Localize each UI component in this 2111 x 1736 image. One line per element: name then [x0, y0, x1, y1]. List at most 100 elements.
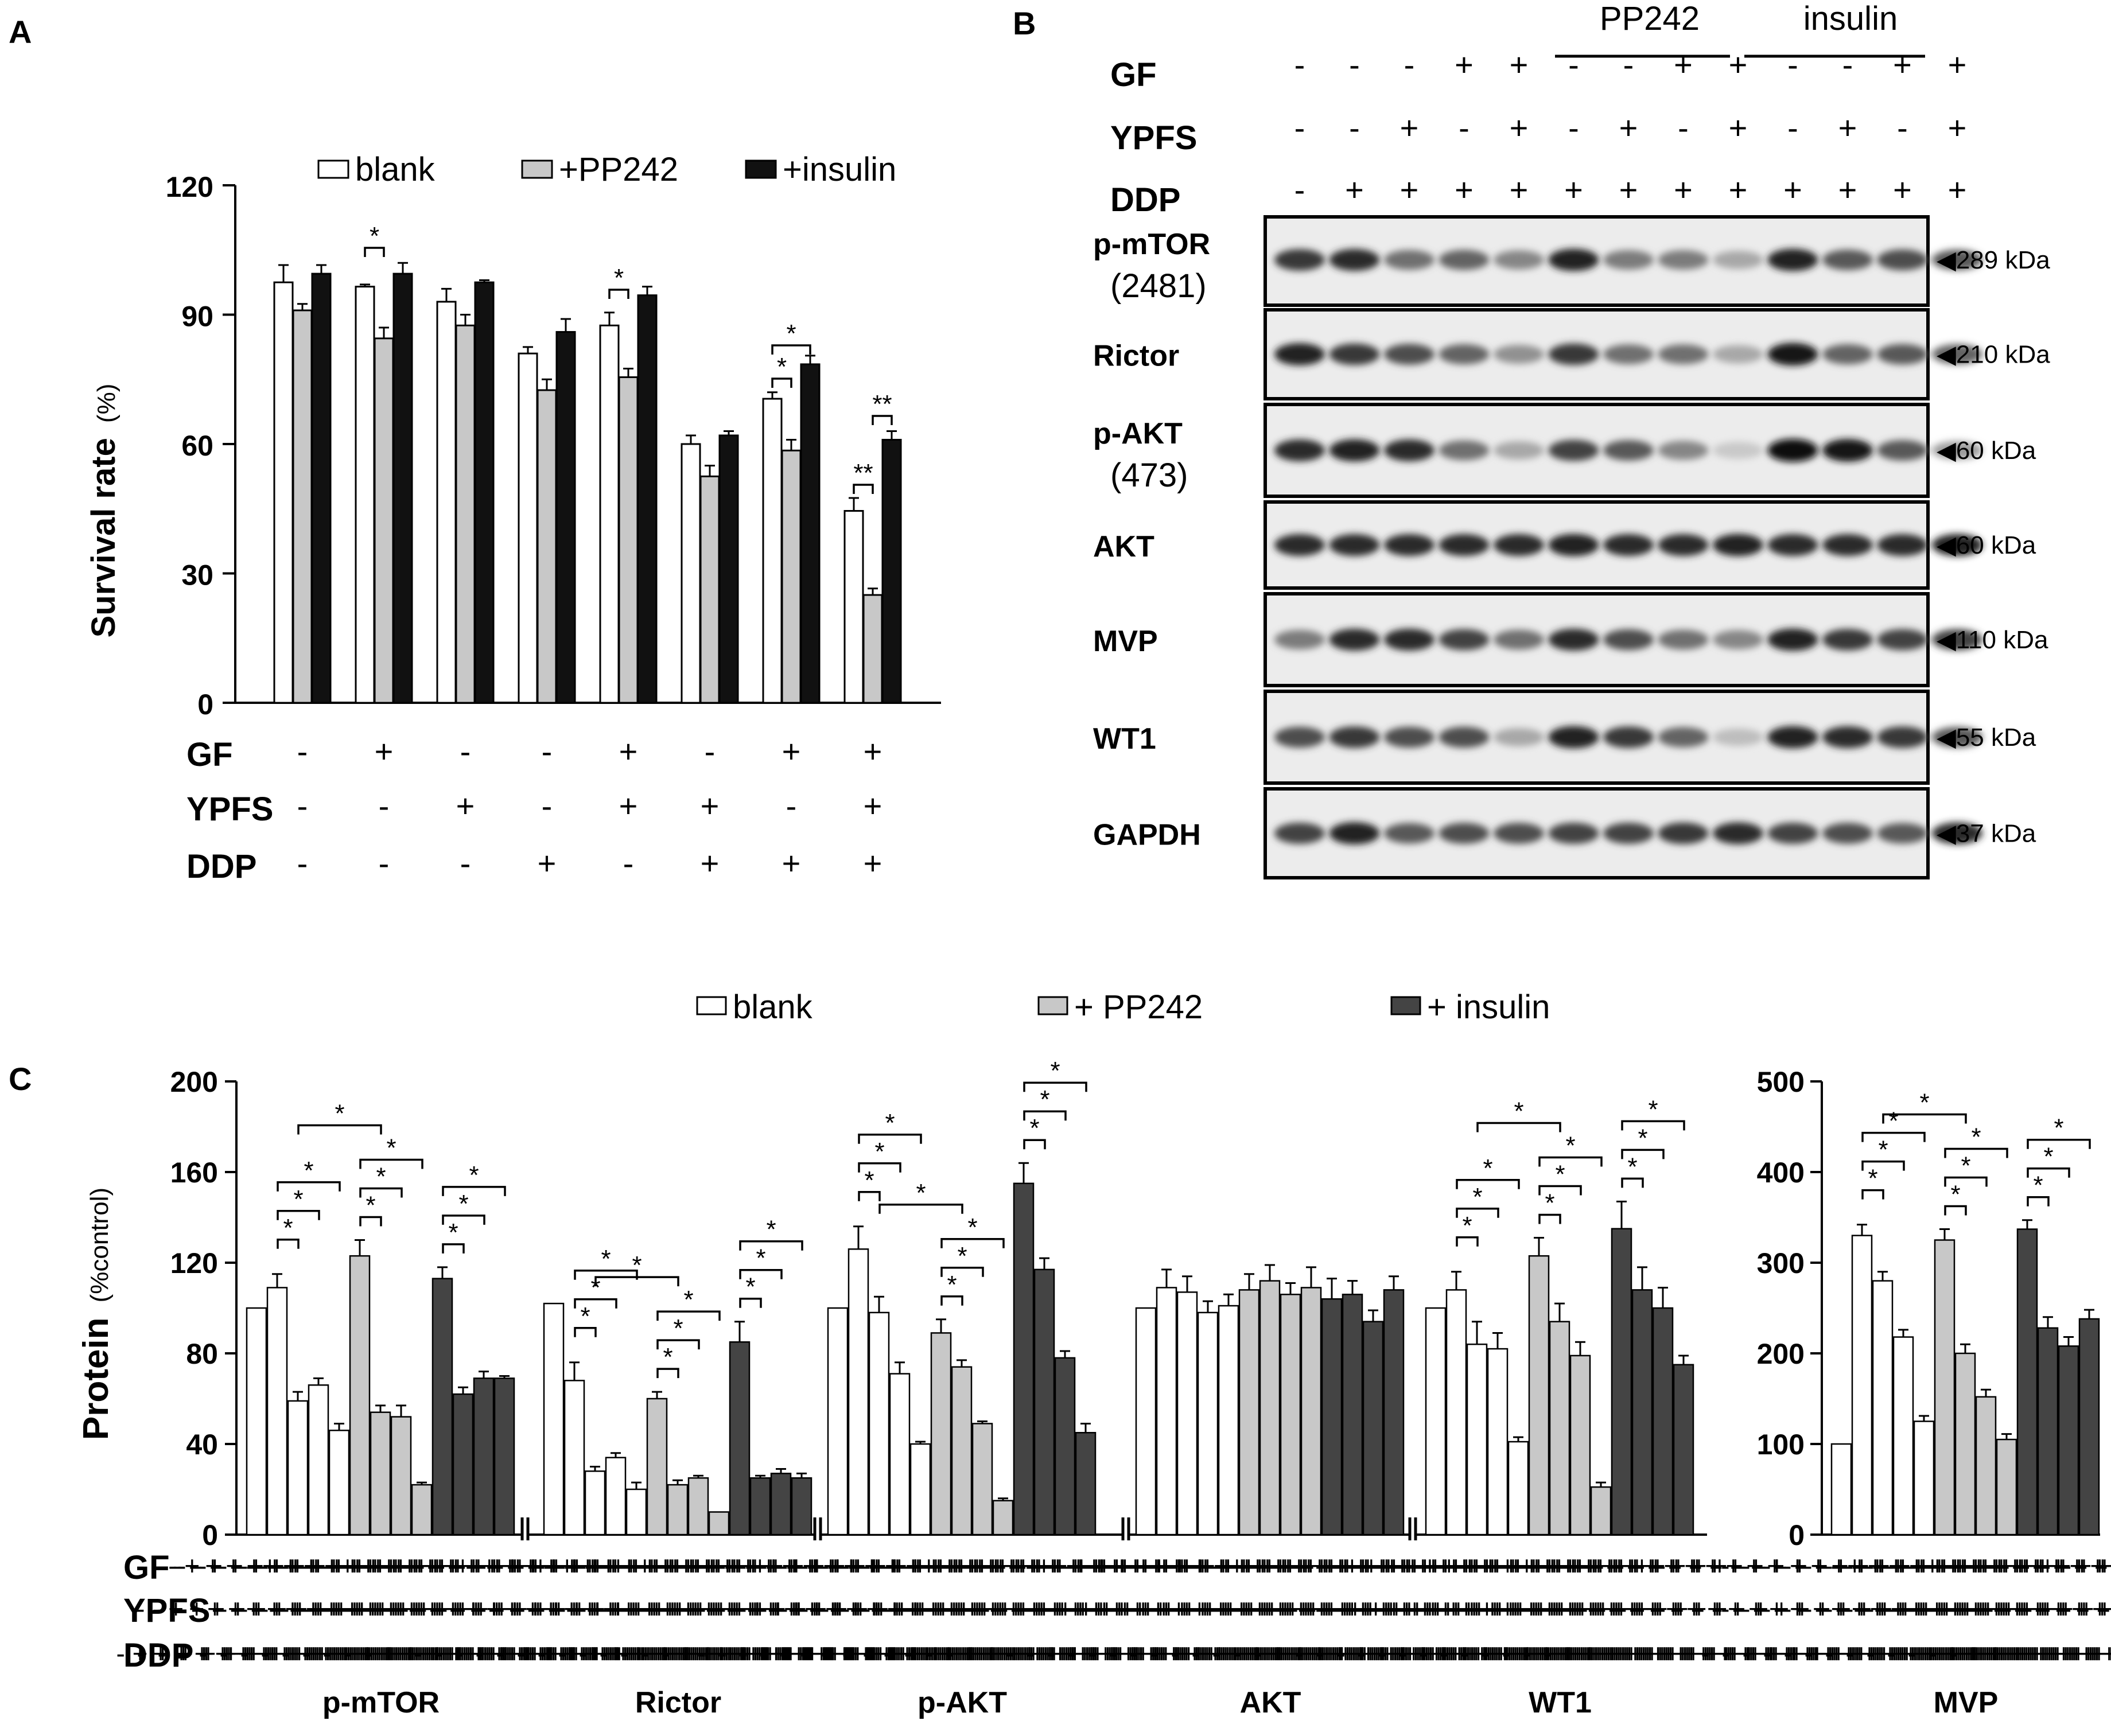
blot-condition-symbol: -: [1787, 46, 1798, 83]
protein-legend: blank + PP242 + insulin: [696, 988, 1550, 1026]
blot-row-label: GF: [1110, 56, 1157, 94]
blot-band: [1548, 343, 1599, 365]
blot-band: [1932, 344, 1982, 365]
protein-condition-symbol: - - + - + - + - + - + - +: [1721, 1594, 1963, 1624]
protein-sig-label: *: [1627, 1153, 1637, 1181]
protein-bar: [847, 1248, 869, 1536]
protein-bar: [749, 1477, 771, 1536]
protein-sig: [858, 1191, 881, 1201]
protein-condition-symbol: - - - + + - - + + - - + +: [598, 1551, 841, 1581]
protein-condition-symbol: - - + - + - + - + - + - +: [1522, 1594, 1764, 1624]
blot-condition-symbol: +: [1674, 172, 1693, 208]
protein-condition-symbol: - - - + + - - + + - - + +: [1253, 1551, 1495, 1581]
protein-bar: [2058, 1345, 2079, 1536]
survival-bar: [374, 337, 394, 704]
blot-band: [1658, 250, 1709, 270]
protein-condition-symbol: - - - + + - - + + - - + +: [363, 1551, 605, 1581]
protein-condition-symbol: - - - + + - - + + - - + +: [1522, 1551, 1764, 1581]
blot-band: [1822, 823, 1873, 844]
blot-protein-label: AKT: [1093, 530, 1154, 563]
protein-condition-symbol: - - + - + - + - + - + - +: [516, 1594, 758, 1624]
blot-header-pp242: PP242: [1600, 0, 1700, 37]
protein-condition-symbol: - + + + + + + + + + + + +: [1026, 1638, 1308, 1668]
survival-legend-label: +insulin: [783, 151, 896, 188]
survival-ytick-label: 30: [181, 559, 213, 591]
survival-legend-swatch: [317, 159, 349, 179]
protein-condition-symbol: - - + - + - + - + - + - +: [1273, 1594, 1515, 1624]
blot-condition-symbol: +: [1729, 172, 1748, 208]
blot-band: [1877, 823, 1928, 844]
blot-band: [1767, 248, 1818, 271]
protein-condition-symbol: - + + + + + + + + + + + +: [1845, 1638, 2111, 1668]
protein-ylabel: Protein (%control): [76, 1188, 116, 1440]
survival-condition-symbol: -: [297, 733, 308, 769]
protein-sig-label: *: [663, 1343, 672, 1371]
protein-sig-label: *: [283, 1214, 293, 1242]
blot-band: [1439, 250, 1490, 270]
protein-condition-symbol: - - + - + - + - + - + - +: [433, 1594, 675, 1624]
protein-condition-symbol: - + + + + + + + + + + + +: [780, 1638, 1062, 1668]
protein-sig: [656, 1368, 679, 1379]
survival-significance: ********: [364, 222, 893, 494]
protein-bar: [1362, 1321, 1384, 1536]
protein-condition-symbol: - + + + + + + + + + + + +: [137, 1638, 418, 1668]
blot-band: [1603, 250, 1654, 270]
protein-sig: [1944, 1147, 2008, 1158]
protein-condition-symbol: - - + - + - + - + - + - +: [1969, 1594, 2111, 1624]
blot-band: [1548, 534, 1599, 556]
survival-bar: [800, 363, 821, 704]
blot-protein-label: MVP: [1093, 625, 1158, 658]
protein-sig-label: *: [766, 1216, 776, 1244]
survival-sig: [608, 289, 629, 299]
protein-condition-symbol: - - - + + - - + + - - + +: [1336, 1551, 1578, 1581]
protein-condition-symbol: - - - + + - - + + - - + +: [1170, 1551, 1412, 1581]
blot-band: [1439, 534, 1490, 556]
protein-condition-symbol: - + + + + + + + + + + + +: [496, 1638, 777, 1668]
survival-sig: [872, 415, 893, 425]
protein-condition-symbol: - + + + + + + + + + + + +: [1316, 1638, 1597, 1668]
survival-sig-label: *: [370, 222, 379, 250]
protein-row-label: GF: [123, 1549, 170, 1586]
blot-band: [1439, 629, 1490, 651]
protein-condition-symbol: - - - + + - - + + - - + +: [965, 1551, 1207, 1581]
protein-bar: [1830, 1443, 1852, 1536]
protein-bar: [1528, 1255, 1550, 1536]
protein-condition-symbol: - - + - + - + - + - + - +: [1377, 1594, 1619, 1624]
protein-condition-symbol: - - + - + - + - + - + - +: [495, 1594, 737, 1624]
blot-band: [1274, 343, 1325, 365]
protein-condition-symbol: - - - + + - - + + - - + +: [516, 1551, 758, 1581]
protein-condition-symbol: - + + + + + + + + + + + +: [1067, 1638, 1349, 1668]
protein-sig-label: *: [967, 1213, 977, 1241]
blot-condition-symbol: +: [1564, 172, 1583, 208]
protein-condition-symbol: - - + - + - + - + - + - +: [883, 1594, 1125, 1624]
blot-condition-symbol: +: [1838, 110, 1857, 146]
protein-sig: [1621, 1177, 1644, 1188]
protein-condition-symbol: - - + - + - + - + - + - +: [1315, 1594, 1557, 1624]
protein-ytick-label: 100: [1757, 1428, 1805, 1461]
blot-band: [1274, 630, 1325, 649]
blot-band: [1877, 629, 1928, 651]
protein-row-label: DDP: [123, 1637, 193, 1674]
protein-bar: [266, 1287, 288, 1536]
survival-row-label: YPFS: [186, 791, 274, 828]
survival-sig: [853, 484, 874, 494]
protein-bar: [2016, 1228, 2038, 1536]
protein-condition-symbol: - - - + + - - + + - - + +: [681, 1551, 923, 1581]
blot-band: [1603, 726, 1654, 748]
protein-condition-symbol: - - - + + - - + + - - + +: [1108, 1551, 1350, 1581]
protein-condition-symbol: - + + + + + + + + + + + +: [1949, 1638, 2111, 1668]
protein-condition-symbol: - - + - + - + - + - + - +: [903, 1594, 1145, 1624]
survival-legend: blank +PP242 +insulin: [317, 151, 896, 188]
protein-bar: [1934, 1239, 1956, 1536]
blot-condition-symbol: -: [1787, 110, 1798, 146]
protein-condition-symbol: - - + - + - + - + - + - +: [924, 1594, 1166, 1624]
survival-bar: [455, 324, 476, 704]
protein-condition-symbol: - + + + + + + + + + + + +: [924, 1638, 1206, 1668]
protein-ytick-label: 40: [186, 1428, 218, 1461]
protein-condition-symbol: - - + - + - + - + - + - +: [578, 1594, 820, 1624]
protein-sig: [359, 1216, 382, 1227]
protein-sig: [739, 1297, 762, 1308]
protein-ytick-label: 0: [1789, 1519, 1805, 1551]
blot-condition-symbol: +: [1783, 172, 1802, 208]
blot-condition-symbol: -: [1842, 46, 1853, 83]
